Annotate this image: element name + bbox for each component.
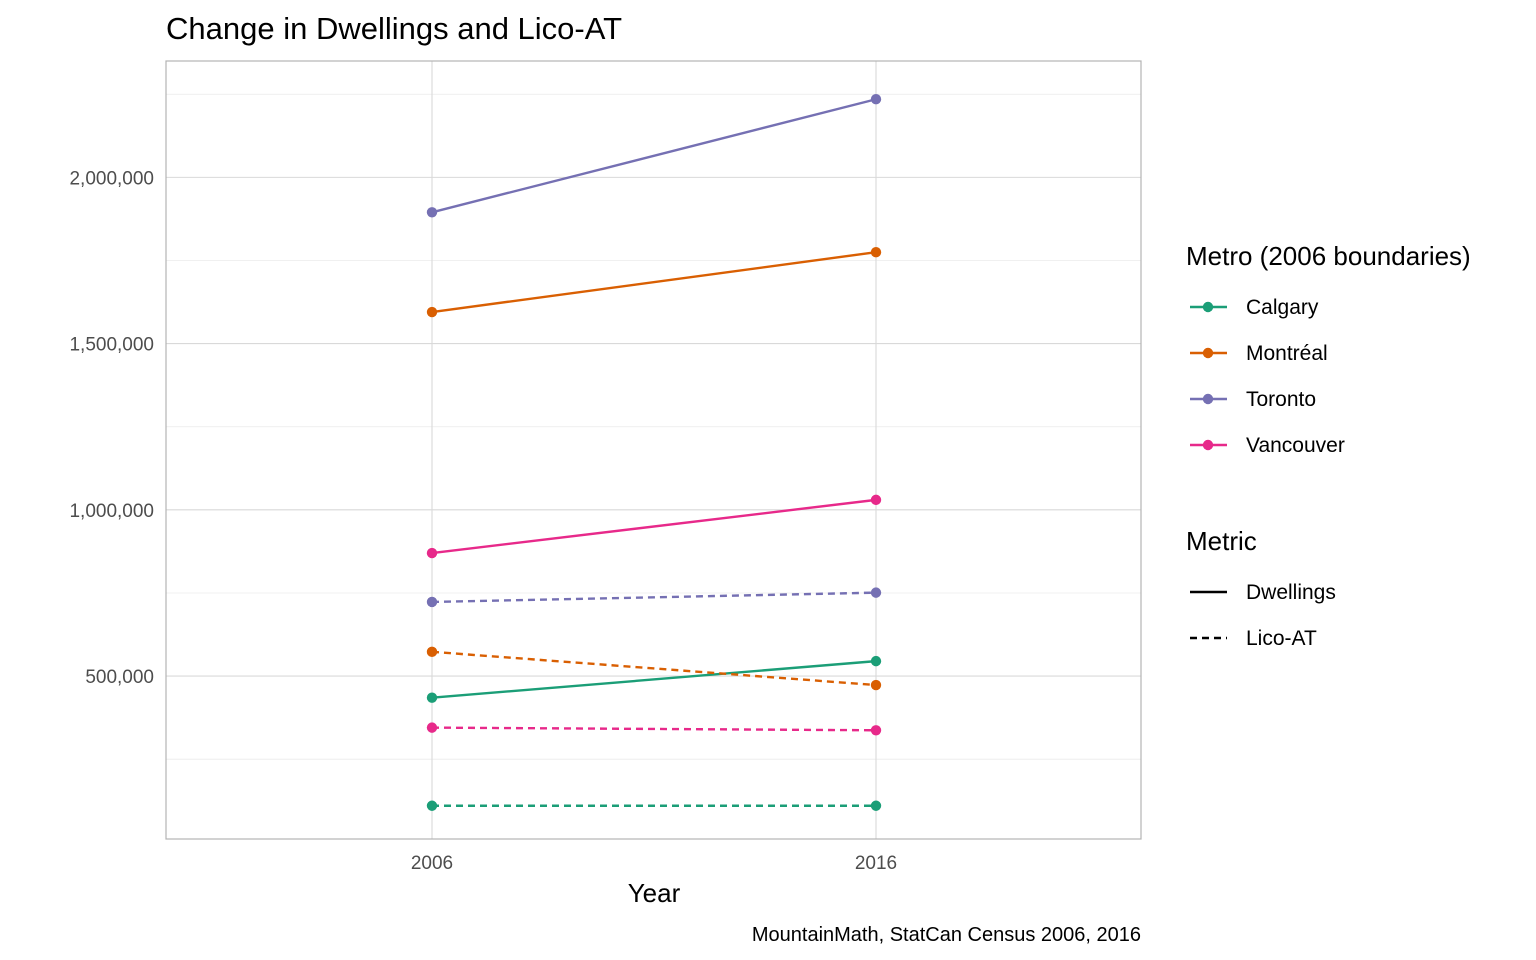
legend-label-toronto: Toronto [1246, 388, 1316, 411]
x-axis-tick-labels: 2006 2016 [411, 853, 897, 874]
series-line-calgary-dwellings [431, 659, 877, 699]
y-tick-label: 500,000 [85, 667, 154, 688]
series-line-montral-licoat [431, 650, 877, 687]
y-tick-label: 1,000,000 [69, 501, 154, 522]
legend-label-licoat: Lico-AT [1246, 627, 1317, 650]
legend-label-dwellings: Dwellings [1246, 581, 1336, 604]
data-point-vancouver-dwellings-2016 [870, 494, 882, 506]
data-point-calgary-dwellings-2016 [870, 655, 882, 667]
x-axis-title: Year [628, 878, 681, 908]
legend-label-calgary: Calgary [1246, 296, 1319, 319]
data-point-toronto-dwellings-2006 [426, 207, 438, 218]
legend-title-metro: Metro (2006 boundaries) [1186, 241, 1471, 271]
data-point-montral-licoat-2006 [426, 646, 438, 658]
data-point-montral-dwellings-2006 [426, 306, 438, 318]
data-point-toronto-licoat-2006 [426, 596, 438, 608]
caption: MountainMath, StatCan Census 2006, 2016 [752, 924, 1141, 946]
legend-key-point-vancouver [1202, 439, 1214, 451]
y-tick-label: 2,000,000 [69, 168, 154, 189]
legend-key-point-calgary [1202, 301, 1214, 313]
data-point-toronto-dwellings-2016 [870, 94, 882, 105]
data-point-vancouver-licoat-2006 [426, 722, 438, 733]
series-line-toronto-licoat [431, 591, 877, 604]
panel-border [165, 60, 1142, 840]
y-axis-tick-labels: 500,000 1,000,000 1,500,000 2,000,000 [69, 168, 154, 688]
legend-key-point-toronto [1202, 393, 1214, 405]
series-line-vancouver-licoat [431, 726, 877, 732]
legend-label-montral: Montréal [1246, 342, 1328, 365]
y-tick-label: 1,500,000 [69, 335, 154, 356]
data-point-montral-dwellings-2016 [870, 246, 882, 258]
plot-panel [165, 60, 1142, 840]
data-point-vancouver-dwellings-2006 [426, 547, 438, 559]
series-line-montral-dwellings [431, 250, 877, 314]
chart-title: Change in Dwellings and Lico-AT [166, 11, 622, 46]
data-point-calgary-dwellings-2006 [426, 692, 438, 703]
data-point-montral-licoat-2016 [870, 679, 882, 691]
legend: Metro (2006 boundaries) Calgary Montréal To… [1186, 241, 1471, 650]
legend-key-point-montral [1202, 347, 1214, 359]
legend-title-metric: Metric [1186, 526, 1257, 556]
legend-label-vancouver: Vancouver [1246, 434, 1345, 457]
data-point-vancouver-licoat-2016 [870, 725, 882, 736]
series-line-vancouver-dwellings [431, 498, 877, 555]
series-line-toronto-dwellings [431, 98, 877, 214]
x-tick-label: 2006 [411, 853, 453, 874]
x-tick-label: 2016 [855, 853, 897, 874]
data-point-calgary-licoat-2016 [870, 800, 882, 811]
data-point-calgary-licoat-2006 [426, 800, 438, 811]
data-point-toronto-licoat-2016 [870, 587, 882, 598]
